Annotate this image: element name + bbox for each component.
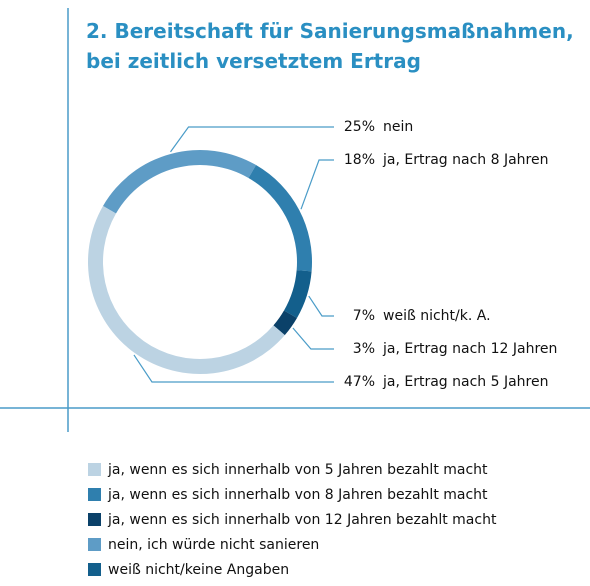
legend-label: nein, ich würde nicht sanieren bbox=[108, 537, 319, 553]
legend-swatch bbox=[88, 538, 101, 551]
value-label: 18% bbox=[344, 152, 375, 168]
value-label: 25% bbox=[344, 119, 375, 135]
leader-line bbox=[292, 327, 334, 350]
slice-label: ja, Ertrag nach 12 Jahren bbox=[382, 341, 557, 357]
legend-label: ja, wenn es sich innerhalb von 8 Jahren … bbox=[107, 487, 488, 503]
legend-label: ja, wenn es sich innerhalb von 5 Jahren … bbox=[107, 462, 488, 478]
value-label: 7% bbox=[353, 308, 375, 324]
legend-label: weiß nicht/keine Angaben bbox=[108, 562, 289, 578]
leader-line bbox=[300, 159, 334, 210]
legend-label: ja, wenn es sich innerhalb von 12 Jahren… bbox=[107, 512, 497, 528]
slice-label: weiß nicht/k. A. bbox=[383, 308, 491, 324]
legend-swatch bbox=[88, 563, 101, 576]
donut-slice bbox=[273, 310, 297, 336]
slice-label: ja, Ertrag nach 5 Jahren bbox=[382, 374, 548, 390]
donut-slice bbox=[284, 270, 312, 318]
leader-line bbox=[308, 295, 334, 317]
leader-line bbox=[170, 126, 334, 153]
chart-title: 2. Bereitschaft für Sanierungsmaßnahmen,… bbox=[86, 19, 574, 73]
legend-swatch bbox=[88, 488, 101, 501]
donut-slice bbox=[87, 206, 285, 375]
donut-slice bbox=[103, 150, 256, 214]
leader-line bbox=[133, 354, 334, 383]
slice-label: nein bbox=[383, 119, 413, 135]
donut-slice bbox=[248, 165, 312, 272]
legend-swatch bbox=[88, 513, 101, 526]
value-label: 47% bbox=[344, 374, 375, 390]
legend-swatch bbox=[88, 463, 101, 476]
value-label: 3% bbox=[353, 341, 375, 357]
slice-label: ja, Ertrag nach 8 Jahren bbox=[382, 152, 548, 168]
